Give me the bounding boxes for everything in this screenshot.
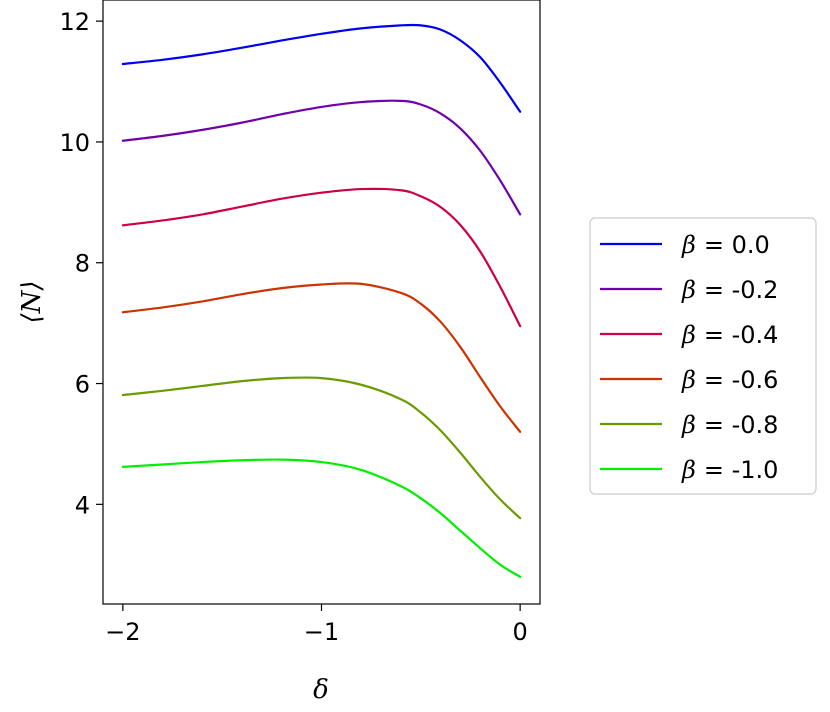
x-tick-label: 0: [512, 618, 527, 646]
series-line-0: [121, 23, 522, 113]
legend-label: β = -1.0: [681, 456, 778, 484]
series-lines: [121, 23, 522, 578]
y-axis-ticks: 4 6 8 10 12: [59, 8, 103, 519]
legend-label: β = -0.8: [681, 411, 778, 439]
legend-symbol: β: [681, 276, 696, 304]
x-tick-label: −2: [105, 618, 140, 646]
legend-symbol: β: [681, 411, 696, 439]
legend-value: = -0.8: [704, 411, 779, 439]
legend-symbol: β: [681, 366, 696, 394]
x-axis-label: δ: [313, 675, 329, 705]
y-tick-label: 4: [75, 491, 90, 519]
legend-label: β = -0.4: [681, 321, 778, 349]
legend: β = 0.0 β = -0.2 β = -0.4 β = -0.6 β = -0.8 β = -1.…: [589, 217, 817, 495]
legend-value: = -0.4: [704, 321, 779, 349]
legend-value: = 0.0: [704, 231, 770, 259]
y-tick-label: 6: [75, 371, 90, 399]
y-tick-label: 8: [75, 250, 90, 278]
legend-value: = -0.2: [704, 276, 779, 304]
legend-symbol: β: [681, 231, 696, 259]
series-line-4: [121, 376, 522, 520]
legend-symbol: β: [681, 321, 696, 349]
series-line-1: [121, 99, 522, 216]
series-line-5: [121, 458, 522, 578]
legend-symbol: β: [681, 456, 696, 484]
legend-label: β = -0.2: [681, 276, 778, 304]
legend-value: = -1.0: [704, 456, 779, 484]
legend-label: β = 0.0: [681, 231, 770, 259]
y-tick-label: 12: [59, 8, 90, 36]
series-line-3: [121, 282, 522, 433]
series-line-2: [121, 187, 522, 328]
x-axis-ticks: −2 −1 0: [105, 604, 528, 646]
y-axis-label: ⟨N⟩: [17, 280, 47, 323]
legend-value: = -0.6: [704, 366, 779, 394]
x-tick-label: −1: [304, 618, 339, 646]
plot-frame: [102, 0, 541, 605]
legend-frame: [589, 217, 817, 495]
y-tick-label: 10: [59, 129, 90, 157]
legend-label: β = -0.6: [681, 366, 778, 394]
